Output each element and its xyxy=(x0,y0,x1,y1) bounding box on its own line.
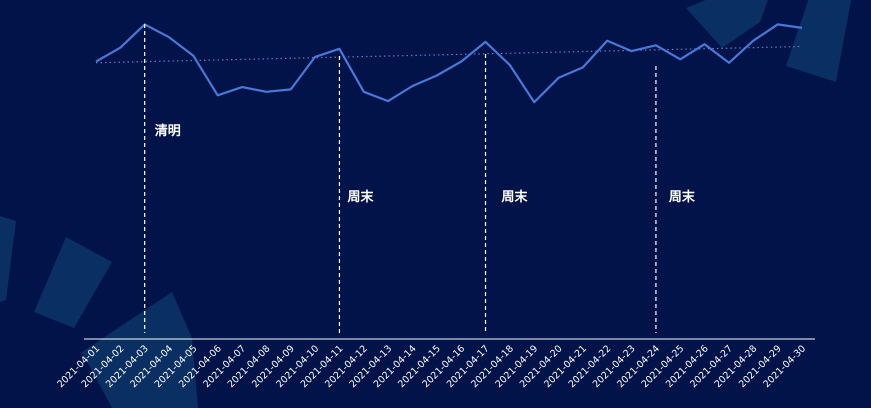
annotation-label-2021-04-11: 周末 xyxy=(347,189,374,205)
series-group xyxy=(95,23,803,104)
annotation-label-2021-04-17: 周末 xyxy=(502,189,529,205)
trend-line-group xyxy=(95,45,803,64)
annotation-label-2021-04-03: 清明 xyxy=(155,123,181,139)
decor-shape-left-edge xyxy=(0,216,16,302)
decor-shape-left xyxy=(34,237,112,328)
trend-line xyxy=(95,45,803,64)
decor-shape-top-right xyxy=(686,0,768,48)
annotation-label-2021-04-24: 周末 xyxy=(669,189,696,205)
series-line-0 xyxy=(95,23,803,104)
decor-shape-bottom-left xyxy=(82,292,198,408)
decor-shape-right xyxy=(786,0,852,82)
background-decorations xyxy=(0,0,852,408)
